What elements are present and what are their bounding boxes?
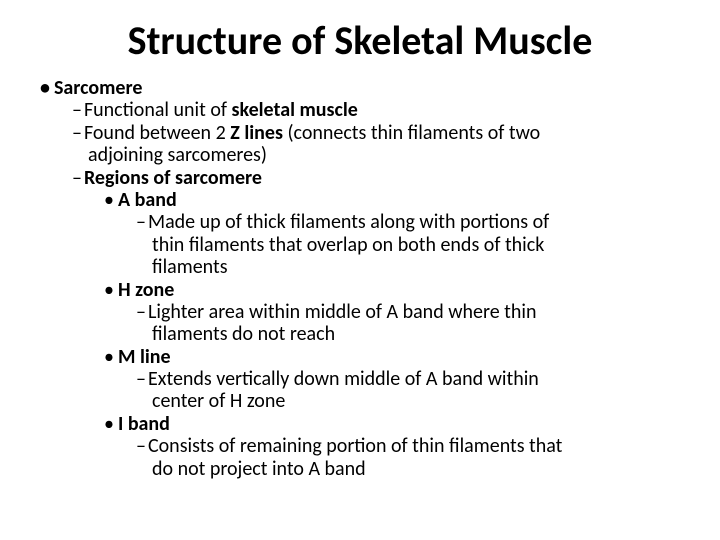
text: Sarcomere [54,76,142,100]
text: Lighter area within middle of A band whe… [148,300,537,324]
text: filaments do not reach [152,322,335,346]
text-bold: M line [118,345,171,369]
text-bold: I band [118,412,170,436]
list-item-continuation: center of H zone [152,390,680,412]
text-bold: Z lines [230,121,283,145]
list-item-continuation: thin filaments that overlap on both ends… [152,234,680,256]
slide: Structure of Skeletal Muscle Sarcomere F… [0,0,720,504]
list-item-continuation: adjoining sarcomeres) [88,144,680,166]
list-item: H zone [104,279,680,301]
text: Found between 2 [84,121,230,145]
text: filaments [152,255,228,279]
list-item: Found between 2 Z lines (connects thin f… [72,122,680,144]
list-item: Regions of sarcomere [72,167,680,189]
list-item: I band [104,413,680,435]
slide-title: Structure of Skeletal Muscle [40,16,680,65]
text-bold: H zone [118,278,174,302]
list-item: Consists of remaining portion of thin fi… [136,435,680,457]
text: do not project into A band [152,457,366,481]
text-bold: A band [118,188,177,212]
list-item-continuation: filaments [152,256,680,278]
list-item-continuation: filaments do not reach [152,323,680,345]
text: center of H zone [152,389,285,413]
list-item-continuation: do not project into A band [152,458,680,480]
list-item: Extends vertically down middle of A band… [136,368,680,390]
text-bold: Regions of sarcomere [84,166,262,190]
list-item: Lighter area within middle of A band whe… [136,301,680,323]
text: Made up of thick filaments along with po… [148,210,549,234]
text: thin filaments that overlap on both ends… [152,233,544,257]
text: (connects thin filaments of two [283,121,540,145]
list-item: A band [104,189,680,211]
list-item: M line [104,346,680,368]
text-bold: skeletal muscle [232,98,358,122]
list-item: Made up of thick filaments along with po… [136,211,680,233]
list-item: Functional unit of skeletal muscle [72,99,680,121]
text: adjoining sarcomeres) [88,143,267,167]
text: Extends vertically down middle of A band… [148,367,539,391]
text: Functional unit of [84,98,232,122]
outline-list: Sarcomere Functional unit of skeletal mu… [40,77,680,480]
text: Consists of remaining portion of thin fi… [148,434,562,458]
list-item: Sarcomere [40,77,680,99]
